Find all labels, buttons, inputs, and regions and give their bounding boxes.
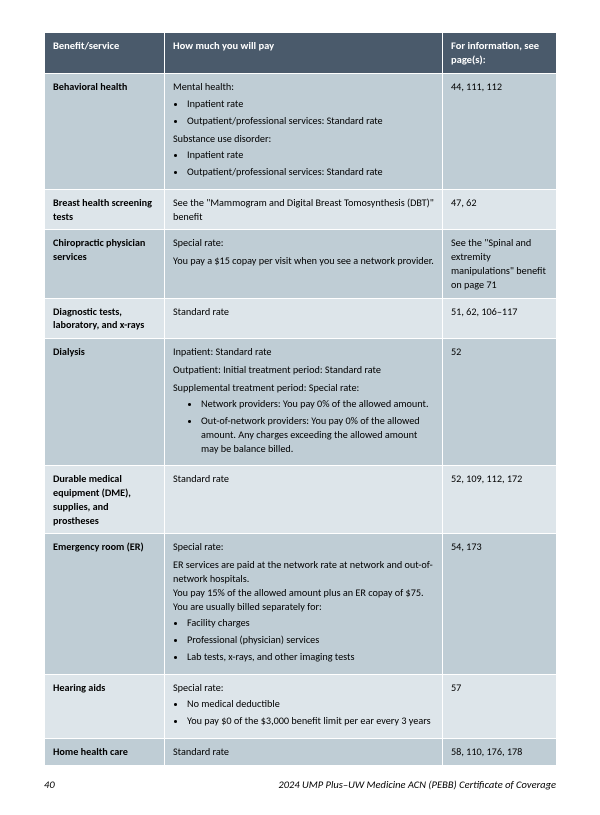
table-row: Dialysis Inpatient: Standard rate Outpat… [45, 339, 557, 466]
page: Benefit/service How much you will pay Fo… [0, 0, 600, 815]
bullet: Lab tests, x-rays, and other imaging tes… [187, 650, 434, 664]
bullet: Outpatient/professional services: Standa… [187, 165, 434, 179]
benefits-table: Benefit/service How much you will pay Fo… [44, 32, 557, 766]
table-row: Chiropractic physician services Special … [45, 230, 557, 298]
pages-cell: 58, 110, 176, 178 [443, 738, 557, 765]
page-footer: 40 2024 UMP Plus–UW Medicine ACN (PEBB) … [44, 778, 556, 791]
doc-title: 2024 UMP Plus–UW Medicine ACN (PEBB) Cer… [278, 778, 556, 791]
bullet-list: Network providers: You pay 0% of the all… [173, 397, 434, 455]
benefit-cell: Durable medical equipment (DME), supplie… [45, 466, 165, 534]
label: Substance use disorder: [173, 132, 434, 146]
table-row: Hearing aids Special rate: No medical de… [45, 674, 557, 738]
text: ER services are paid at the network rate… [173, 558, 434, 586]
benefit-cell: Emergency room (ER) [45, 534, 165, 674]
label: Special rate: [173, 540, 434, 554]
bullet: You pay $0 of the $3,000 benefit limit p… [187, 714, 434, 728]
table-row: Emergency room (ER) Special rate: ER ser… [45, 534, 557, 674]
pages-cell: 52, 109, 112, 172 [443, 466, 557, 534]
pages-cell: 54, 173 [443, 534, 557, 674]
pay-cell: Special rate: No medical deductible You … [165, 674, 443, 738]
table-row: Breast health screening tests See the "M… [45, 189, 557, 230]
benefit-cell: Home health care [45, 738, 165, 765]
table-row: Diagnostic tests, laboratory, and x-rays… [45, 298, 557, 339]
pay-cell: Special rate: You pay a $15 copay per vi… [165, 230, 443, 298]
bullet: Network providers: You pay 0% of the all… [201, 397, 434, 411]
bullet: Professional (physician) services [187, 633, 434, 647]
pay-cell: Inpatient: Standard rate Outpatient: Ini… [165, 339, 443, 466]
pay-cell: Standard rate [165, 738, 443, 765]
bullet-list: Facility charges Professional (physician… [173, 616, 434, 663]
text: Supplemental treatment period: Special r… [173, 381, 434, 395]
label: Mental health: [173, 80, 434, 94]
label: Special rate: [173, 236, 434, 250]
bullet-list: Inpatient rate Outpatient/professional s… [173, 97, 434, 128]
pay-cell: Standard rate [165, 466, 443, 534]
table-header-row: Benefit/service How much you will pay Fo… [45, 33, 557, 74]
pages-cell: See the "Spinal and extremity manipulati… [443, 230, 557, 298]
text: Outpatient: Initial treatment period: St… [173, 363, 434, 377]
header-benefit: Benefit/service [45, 33, 165, 74]
bullet: No medical deductible [187, 697, 434, 711]
bullet-list: Inpatient rate Outpatient/professional s… [173, 148, 434, 179]
benefit-cell: Behavioral health [45, 74, 165, 190]
bullet: Outpatient/professional services: Standa… [187, 114, 434, 128]
header-pages: For information, see page(s): [443, 33, 557, 74]
benefit-cell: Chiropractic physician services [45, 230, 165, 298]
pages-cell: 44, 111, 112 [443, 74, 557, 190]
benefit-cell: Dialysis [45, 339, 165, 466]
text: Inpatient: Standard rate [173, 345, 434, 359]
page-number: 40 [44, 778, 55, 791]
label: Special rate: [173, 681, 434, 695]
bullet: Out-of-network providers: You pay 0% of … [201, 414, 434, 455]
benefit-cell: Diagnostic tests, laboratory, and x-rays [45, 298, 165, 339]
pay-cell: See the "Mammogram and Digital Breast To… [165, 189, 443, 230]
pages-cell: 47, 62 [443, 189, 557, 230]
text: You pay 15% of the allowed amount plus a… [173, 586, 434, 614]
benefit-cell: Hearing aids [45, 674, 165, 738]
pay-cell: Special rate: ER services are paid at th… [165, 534, 443, 674]
pages-cell: 52 [443, 339, 557, 466]
bullet-list: No medical deductible You pay $0 of the … [173, 697, 434, 728]
bullet: Inpatient rate [187, 97, 434, 111]
table-row: Durable medical equipment (DME), supplie… [45, 466, 557, 534]
pages-cell: 51, 62, 106–117 [443, 298, 557, 339]
table-row: Behavioral health Mental health: Inpatie… [45, 74, 557, 190]
benefit-cell: Breast health screening tests [45, 189, 165, 230]
pages-cell: 57 [443, 674, 557, 738]
header-pay: How much you will pay [165, 33, 443, 74]
pay-cell: Mental health: Inpatient rate Outpatient… [165, 74, 443, 190]
bullet: Facility charges [187, 616, 434, 630]
table-row: Home health care Standard rate 58, 110, … [45, 738, 557, 765]
bullet: Inpatient rate [187, 148, 434, 162]
text: You pay a $15 copay per visit when you s… [173, 254, 434, 268]
pay-cell: Standard rate [165, 298, 443, 339]
